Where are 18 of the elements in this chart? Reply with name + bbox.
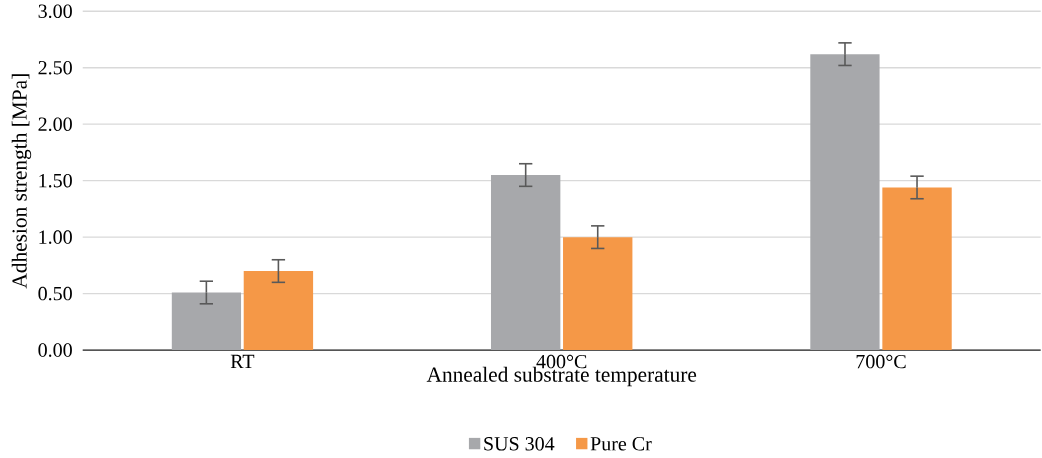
y-tick-label: 2.50: [38, 61, 72, 75]
bar: [810, 54, 880, 351]
x-tick-label: 700°C: [856, 354, 906, 369]
bar: [490, 175, 561, 351]
y-tick-label: 2.00: [38, 117, 72, 132]
legend-label: SUS 304: [484, 437, 555, 451]
y-tick-label: 0.50: [38, 286, 72, 301]
y-tick-label: 1.00: [39, 230, 72, 245]
bar: [882, 187, 952, 351]
legend-label: Pure Cr: [590, 437, 652, 451]
bar: [243, 271, 314, 351]
y-tick-label: 0.00: [38, 343, 72, 358]
bar: [171, 292, 242, 351]
x-tick-label: RT: [230, 354, 255, 369]
bar: [563, 237, 633, 351]
y-tick-label: 1.50: [39, 174, 72, 188]
y-tick-label: 3.00: [38, 4, 72, 19]
y-axis-title: Adhesion strength [MPa]: [11, 74, 32, 289]
